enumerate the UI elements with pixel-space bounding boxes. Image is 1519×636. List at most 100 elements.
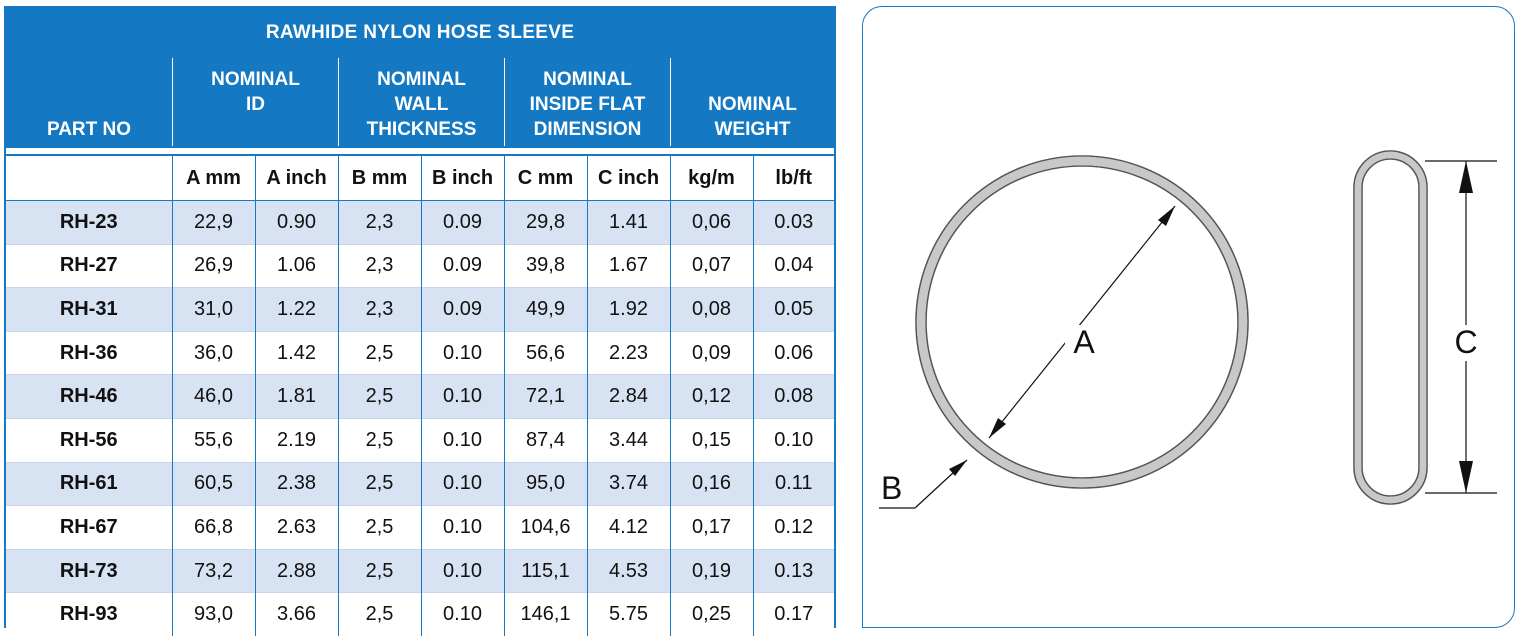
value-cell: 0.09 [420,243,504,288]
value-cell: 3.74 [586,461,670,506]
value-cell: 0.10 [420,505,504,550]
header-weight-line2: WEIGHT [714,119,791,140]
value-cell: 0.04 [752,243,834,288]
header-part-no-label: PART NO [46,119,132,140]
ring-wall [916,156,1248,488]
value-cell: 0,15 [669,417,753,463]
part-number-cell: RH-46 [6,374,172,419]
value-cell: 2,5 [337,330,421,375]
dim-b-arrow [949,460,967,476]
value-cell: 1.42 [254,330,338,375]
unit-header-cell: kg/m [669,154,753,201]
value-cell: 2,5 [337,505,421,550]
header-wall-thickness: NOMINAL WALL THICKNESS [338,58,504,146]
unit-header-cell: B inch [420,154,504,201]
value-cell: 0.10 [752,417,834,463]
header-id-line2: ID [246,94,265,115]
value-cell: 56,6 [503,330,587,375]
dim-a-line [988,205,1176,439]
spec-grid: A mm A inch B mm B inch C mm C inch kg/m lb/ft R… [6,154,834,636]
dim-c-label-bg [1451,325,1481,361]
value-cell: 95,0 [503,461,587,506]
part-number-cell: RH-56 [6,417,172,463]
header-inside-flat: NOMINAL INSIDE FLAT DIMENSION [504,58,670,146]
value-cell: 2.88 [254,548,338,593]
value-cell: 1.06 [254,243,338,288]
value-cell: 1.67 [586,243,670,288]
table-row: RH-56 55,6 2.19 2,5 0.10 87,4 3.44 0,15 0.10 [6,417,834,463]
ring-outer-edge [915,155,1249,489]
value-cell: 3.66 [254,592,338,636]
part-number-cell: RH-73 [6,548,172,593]
dim-c-label: C [1454,324,1477,360]
value-cell: 0,12 [669,374,753,419]
dim-a-arrow-bottom [989,418,1006,438]
value-cell: 2,5 [337,417,421,463]
value-cell: 0,08 [669,287,753,332]
value-cell: 2,3 [337,243,421,288]
value-cell: 0.13 [752,548,834,593]
value-cell: 146,1 [503,592,587,636]
value-cell: 0.90 [254,200,338,245]
value-cell: 0.11 [752,461,834,506]
header-weight-line1: NOMINAL [708,94,797,115]
value-cell: 2,3 [337,200,421,245]
part-number-cell: RH-93 [6,592,172,636]
value-cell: 0.09 [420,200,504,245]
dimension-diagram: A B C [862,6,1515,628]
value-cell: 2.19 [254,417,338,463]
header-wall-line3: THICKNESS [366,119,477,140]
value-cell: 87,4 [503,417,587,463]
value-cell: 2,5 [337,374,421,419]
value-cell: 2,5 [337,548,421,593]
value-cell: 0,17 [669,505,753,550]
table-title: RAWHIDE NYLON HOSE SLEEVE [265,22,575,43]
value-cell: 2.63 [254,505,338,550]
value-cell: 39,8 [503,243,587,288]
unit-header-cell: A mm [171,154,255,201]
table-row: RH-93 93,0 3.66 2,5 0.10 146,1 5.75 0,25 0.17 [6,592,834,636]
value-cell: 2,5 [337,592,421,636]
header-id-line1: NOMINAL [211,69,300,90]
dim-a-label: A [1073,324,1095,360]
part-number-cell: RH-27 [6,243,172,288]
table-header: RAWHIDE NYLON HOSE SLEEVE PART NO NOMINA… [6,8,834,148]
dim-b-label: B [881,470,902,506]
table-row: RH-23 22,9 0.90 2,3 0.09 29,8 1.41 0,06 0.03 [6,200,834,245]
header-flat-line3: DIMENSION [533,119,642,140]
value-cell: 22,9 [171,200,255,245]
part-number-cell: RH-31 [6,287,172,332]
value-cell: 5.75 [586,592,670,636]
flat-wall [1354,151,1427,504]
value-cell: 0.10 [420,417,504,463]
dim-a-arrow-top [1158,206,1175,226]
value-cell: 1.41 [586,200,670,245]
value-cell: 0,16 [669,461,753,506]
header-part-no: PART NO [6,58,172,146]
value-cell: 0.06 [752,330,834,375]
table-row: RH-31 31,0 1.22 2,3 0.09 49,9 1.92 0,08 0.05 [6,287,834,332]
value-cell: 31,0 [171,287,255,332]
value-cell: 0.10 [420,330,504,375]
value-cell: 3.44 [586,417,670,463]
table-row: RH-46 46,0 1.81 2,5 0.10 72,1 2.84 0,12 0.08 [6,374,834,419]
dim-c-arrow-top [1459,161,1473,193]
unit-header-cell: C inch [586,154,670,201]
value-cell: 4.12 [586,505,670,550]
value-cell: 0.03 [752,200,834,245]
flat-outer-edge [1353,150,1428,505]
value-cell: 0.08 [752,374,834,419]
unit-header-cell: C mm [503,154,587,201]
value-cell: 0,19 [669,548,753,593]
part-number-cell: RH-36 [6,330,172,375]
value-cell: 26,9 [171,243,255,288]
value-cell: 36,0 [171,330,255,375]
unit-header-cell: B mm [337,154,421,201]
value-cell: 49,9 [503,287,587,332]
value-cell: 0.10 [420,592,504,636]
value-cell: 4.53 [586,548,670,593]
table-row: RH-73 73,2 2.88 2,5 0.10 115,1 4.53 0,19 0.13 [6,548,834,593]
diagram-svg: A B C [879,150,1497,509]
header-nominal-id: NOMINAL ID [172,58,338,146]
dim-a-label-bg [1065,325,1103,359]
